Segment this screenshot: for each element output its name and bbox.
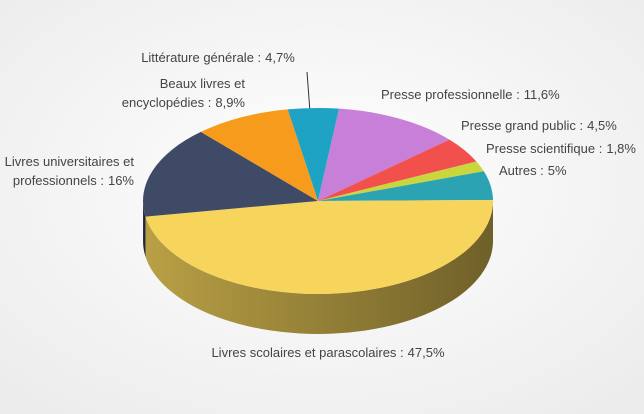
data-label: Livres scolaires et parascolaires : 47,5% — [211, 345, 445, 360]
value-label: 8,9% — [215, 95, 245, 110]
value-label: 16% — [108, 173, 134, 188]
value-label: 4,5% — [587, 118, 617, 133]
pie-slice — [318, 108, 450, 201]
leader-line — [306, 71, 311, 113]
slice-side — [145, 201, 493, 334]
pie-slice — [143, 131, 318, 257]
data-label: Livres universitaires et professionnels :… — [5, 154, 135, 188]
value-label: 11,6% — [524, 87, 560, 102]
value-label: 5% — [548, 163, 567, 178]
pie-slice — [318, 161, 484, 201]
slice-top — [200, 109, 318, 201]
pie-slice — [145, 199, 493, 334]
slice-top — [143, 131, 318, 217]
slice-side — [143, 201, 146, 257]
label-line: Livres scolaires et parascolaires : — [211, 345, 403, 360]
data-label: Presse professionnelle : 11,6% — [381, 87, 560, 102]
slice-top — [287, 108, 340, 201]
slice-top — [318, 139, 477, 201]
slice-top — [318, 161, 484, 201]
label-line: Beaux livres et — [160, 76, 246, 91]
label-line: Livres universitaires et — [5, 154, 135, 169]
label-line: professionnels : — [13, 173, 104, 188]
pie-slice — [318, 139, 477, 201]
pie-slice — [200, 109, 318, 201]
label-line: Presse grand public : — [461, 118, 583, 133]
label-line: Littérature générale : — [141, 50, 261, 65]
label-line: Presse professionnelle : — [381, 87, 520, 102]
pie-slice — [287, 108, 340, 201]
slice-top — [145, 199, 493, 294]
label-line: Autres : — [499, 163, 544, 178]
data-label: Littérature générale : 4,7% — [141, 50, 295, 65]
value-label: 1,8% — [606, 141, 636, 156]
label-line: encyclopédies : — [122, 95, 212, 110]
data-label: Presse grand public : 4,5% — [461, 118, 617, 133]
value-label: 4,7% — [265, 50, 295, 65]
slice-top — [318, 171, 493, 201]
data-label: Beaux livres et encyclopédies :8,9% — [122, 76, 246, 110]
label-line: Presse scientifique : — [486, 141, 602, 156]
data-label: Autres : 5% — [499, 163, 567, 178]
data-label: Presse scientifique : 1,8% — [486, 141, 636, 156]
value-label: 47,5% — [408, 345, 445, 360]
slice-top — [318, 108, 450, 201]
pie-slice — [318, 171, 493, 201]
